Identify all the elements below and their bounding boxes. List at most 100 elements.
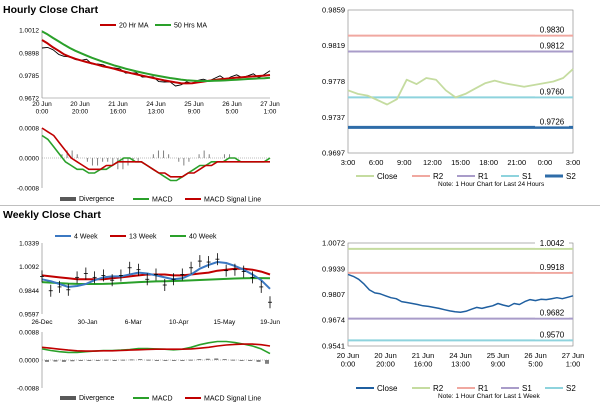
weekly-levels-xtick: 27 Jun 1:00 (562, 351, 585, 369)
hourly-levels-note: Note: 1 Hour Chart for Last 24 Hours (438, 181, 545, 188)
weekly-divergence-bar (197, 359, 202, 361)
weekly-divergence-bar (70, 360, 75, 362)
hourly-level-label-bg (535, 40, 569, 51)
weekly-macd-line (41, 340, 271, 355)
hourly-levels-xtick: 12:00 (423, 158, 442, 167)
hourly-levels-ytick: 0.9697 (322, 149, 345, 158)
weekly-divergence-bar (104, 359, 109, 361)
weekly-levels-plot-area (347, 242, 574, 347)
weekly-price-ytick: 1.0339 (19, 241, 39, 248)
weekly-macd-ytick: 0.0000 (19, 358, 39, 365)
hourly-levels-plot-area (347, 9, 574, 154)
hourly-levels-xtick: 9:00 (397, 158, 412, 167)
weekly-divergence-bar (163, 360, 168, 361)
weekly-price-ytick: 1.0092 (19, 264, 39, 271)
weekly-levels-xtick: 20 Jun 0:00 (337, 351, 360, 369)
weekly-levels-xtick: 26 Jun 5:00 (524, 351, 547, 369)
hourly-macd-ytick: 0.0008 (19, 126, 39, 133)
hourly-20hr-ma-line (41, 39, 271, 85)
hourly-section-title: Hourly Close Chart (3, 4, 99, 16)
hourly-price-ytick: 0.9785 (19, 73, 39, 80)
legend-divergence-swatch (60, 197, 76, 201)
hourly-level-label-bg (535, 116, 569, 127)
weekly-levels-legend-label: S2 (566, 384, 576, 393)
weekly-levels-ytick: 0.9541 (322, 342, 345, 351)
weekly-divergence-bar (231, 359, 236, 361)
weekly-macd-ytick: 0.0088 (19, 330, 39, 337)
hourly-levels-legend-label: Close (377, 172, 398, 181)
weekly-signal-line (41, 343, 271, 352)
weekly-divergence-bar (256, 360, 261, 362)
weekly-levels-xtick: 20 Jun 20:00 (374, 351, 397, 369)
weekly-price-xtick: 6-Mar (125, 319, 143, 326)
hourly-levels-legend-label: R1 (478, 172, 489, 181)
weekly-macd-ytick: -0.0088 (17, 386, 39, 393)
weekly-divergence-bar (205, 358, 210, 360)
hourly-levels-legend-label: S1 (522, 172, 532, 181)
weekly-divergence-bar (188, 359, 193, 361)
legend-4-week-label: 4 Week (74, 234, 98, 241)
hourly-price-xtick: 20 Jun 20:00 (70, 101, 90, 116)
weekly-levels-xtick: 25 Jun 9:00 (487, 351, 510, 369)
hourly-level-r2-value: 0.9830 (540, 26, 565, 35)
weekly-divergence-bar (214, 358, 219, 360)
weekly-divergence-bar (222, 359, 227, 361)
hourly-levels-xtick: 6:00 (369, 158, 384, 167)
hourly-level-label-bg (535, 24, 569, 35)
hourly-price-xtick: 24 Jun 13:00 (146, 101, 166, 116)
weekly-levels-ytick: 0.9674 (322, 316, 345, 325)
legend-divergence-label: Divergence (79, 196, 115, 203)
weekly-divergence-bar (248, 360, 253, 361)
weekly-levels-ytick: 1.0072 (322, 239, 345, 248)
hourly-price-xtick: 20 Jun 0:00 (32, 101, 52, 116)
weekly-price-xtick: 19-Jun (260, 319, 280, 326)
weekly-levels-legend-label: Close (377, 384, 398, 393)
weekly-price-xtick: 26-Dec (32, 319, 54, 326)
hourly-close-line (347, 68, 574, 106)
weekly-levels-legend-label: R2 (433, 384, 444, 393)
weekly-divergence-bar (95, 360, 100, 361)
hourly-price-ytick: 0.9898 (19, 50, 39, 57)
weekly-price-xtick: 30-Jan (78, 319, 98, 326)
weekly-levels-note: Note: 1 Hour Chart for Last 1 Week (438, 393, 541, 400)
hourly-price-xtick: 21 Jun 16:00 (108, 101, 128, 116)
weekly-divergence-bar (265, 360, 269, 364)
weekly-divergence-bar (180, 360, 185, 361)
weekly-divergence-bar (78, 360, 83, 361)
weekly-divergence-bar (146, 359, 151, 361)
weekly-divergence-bar (45, 360, 49, 362)
hourly-levels-xtick: 0:00 (538, 158, 553, 167)
hourly-signal-line (41, 127, 270, 178)
hourly-levels-xtick: 21:00 (507, 158, 526, 167)
weekly-levels-ytick: 0.9939 (322, 264, 345, 273)
hourly-macd-ytick: -0.0008 (17, 186, 39, 193)
weekly-divergence-bar (171, 360, 176, 361)
weekly-level-s2-value: 0.9570 (540, 330, 565, 339)
hourly-price-xtick: 27 Jun 1:00 (260, 101, 280, 116)
hourly-levels-ytick: 0.9819 (322, 41, 345, 50)
weekly-divergence-bar (138, 359, 143, 361)
weekly-price-ytick: 0.9844 (19, 288, 39, 295)
weekly-divergence-bar (87, 360, 92, 361)
legend-weekly-macd-label: MACD (152, 396, 173, 403)
hourly-macd-ytick: 0.0000 (19, 156, 39, 163)
weekly-40-week-line (41, 277, 271, 285)
hourly-price-xtick: 26 Jun 5:00 (222, 101, 242, 116)
weekly-level-r1-value: 0.9918 (540, 263, 565, 272)
hourly-price-ytick: 1.0012 (19, 28, 39, 35)
hourly-levels-legend-label: R2 (433, 172, 444, 181)
weekly-price-xtick: 10-Apr (169, 319, 189, 326)
weekly-divergence-bar (61, 360, 66, 362)
hourly-levels-xtick: 18:00 (479, 158, 498, 167)
weekly-levels-xtick: 24 Jun 13:00 (449, 351, 472, 369)
legend-40-week-label: 40 Week (189, 234, 217, 241)
hourly-levels-xtick: 15:00 (451, 158, 470, 167)
section-divider (0, 205, 600, 206)
weekly-price-xtick: 15-May (214, 319, 236, 326)
legend-weekly-signal-label: MACD Signal Line (204, 396, 261, 403)
hourly-levels-ytick: 0.9778 (322, 77, 345, 86)
legend-50hr-ma-label: 50 Hrs MA (174, 23, 207, 30)
hourly-level-r1-value: 0.9812 (540, 41, 565, 50)
hourly-level-s1-value: 0.9760 (540, 87, 565, 96)
